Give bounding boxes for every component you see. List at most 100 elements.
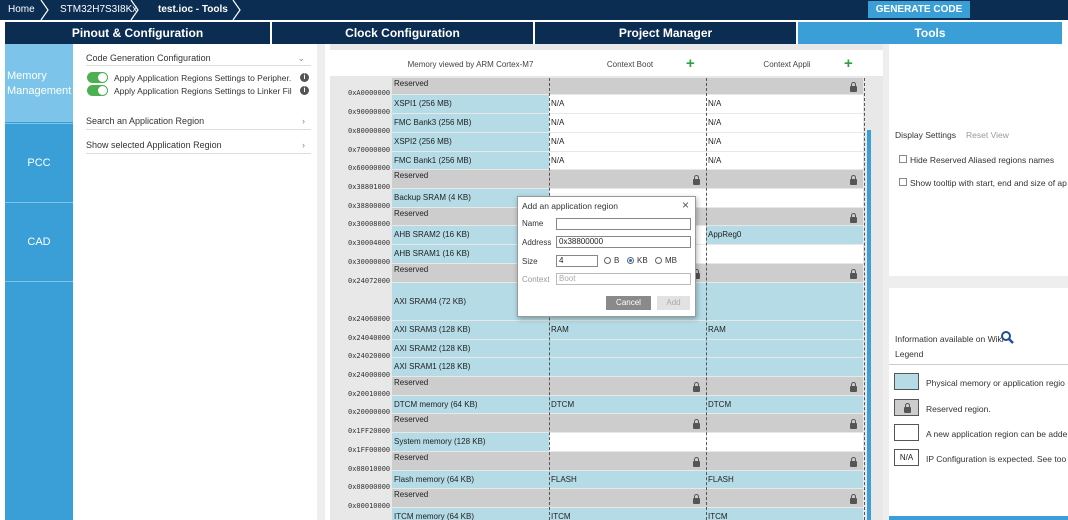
tab-clock-configuration[interactable]: Clock Configuration [272, 22, 533, 44]
sidebar-item-memory-management[interactable]: Memory Management [5, 44, 73, 122]
context-appli-cell[interactable] [706, 264, 863, 282]
context-boot-cell[interactable] [549, 170, 706, 188]
memory-region[interactable]: Reserved [392, 78, 549, 94]
memory-region[interactable]: ITCM memory (64 KB) [392, 508, 549, 520]
memory-region[interactable]: Reserved [392, 414, 549, 432]
add-context-appli-plus-icon[interactable]: + [844, 55, 853, 72]
context-boot-cell[interactable] [549, 489, 706, 507]
close-icon[interactable]: × [681, 198, 689, 212]
horizontal-splitter[interactable] [889, 276, 1068, 288]
context-boot-cell[interactable]: ITCM [549, 508, 706, 520]
search-application-region[interactable]: Search an Application Region › [86, 116, 311, 126]
memory-region[interactable]: Reserved [392, 208, 549, 225]
memory-region[interactable]: Backup SRAM (4 KB) [392, 189, 549, 207]
memory-region[interactable]: AXI SRAM3 (128 KB) [392, 321, 549, 339]
tab-project-manager[interactable]: Project Manager [535, 22, 796, 44]
context-appli-cell[interactable]: N/A [706, 133, 863, 151]
context-boot-cell[interactable] [549, 452, 706, 470]
code-generation-config-header[interactable]: Code Generation Configuration ⌄ [86, 53, 311, 63]
hide-reserved-checkbox[interactable] [899, 155, 907, 163]
unit-radio-kb[interactable] [627, 257, 634, 264]
sidebar-item-pcc[interactable]: PCC [27, 157, 51, 169]
context-boot-cell[interactable] [549, 340, 706, 357]
memory-region[interactable]: XSPI2 (256 MB) [392, 133, 549, 151]
context-appli-cell[interactable] [706, 208, 863, 225]
context-boot-cell[interactable] [549, 358, 706, 376]
size-field[interactable]: 4 [556, 255, 598, 267]
memory-region[interactable]: AXI SRAM2 (128 KB) [392, 340, 549, 357]
context-boot-cell[interactable]: N/A [549, 152, 706, 169]
memory-region[interactable]: Reserved [392, 452, 549, 470]
context-appli-cell[interactable]: AppReg0 [706, 226, 863, 244]
memory-region[interactable]: Flash memory (64 KB) [392, 471, 549, 488]
memory-region[interactable]: XSPI1 (256 MB) [392, 95, 549, 113]
memory-region[interactable]: AHB SRAM1 (16 KB) [392, 245, 549, 263]
breadcrumb-file[interactable]: test.ioc - Tools [158, 4, 228, 15]
context-appli-cell[interactable] [706, 170, 863, 188]
unit-radio-b[interactable] [604, 257, 611, 264]
add-context-boot-plus-icon[interactable]: + [686, 55, 695, 72]
memory-region[interactable]: AXI SRAM1 (128 KB) [392, 358, 549, 376]
context-boot-cell[interactable] [549, 433, 706, 451]
context-appli-cell[interactable] [706, 245, 863, 263]
context-appli-cell[interactable] [706, 433, 863, 451]
name-field[interactable] [556, 218, 691, 230]
context-appli-cell[interactable] [706, 377, 863, 395]
breadcrumb-home[interactable]: Home [8, 4, 35, 15]
context-appli-cell[interactable]: N/A [706, 95, 863, 113]
context-boot-cell[interactable]: RAM [549, 321, 706, 339]
reset-view-link[interactable]: Reset View [966, 130, 1009, 140]
show-tooltip-checkbox[interactable] [899, 178, 907, 186]
memory-region[interactable]: Reserved [392, 170, 549, 188]
memory-region[interactable]: FMC Bank3 (256 MB) [392, 114, 549, 132]
context-appli-cell[interactable] [706, 189, 863, 207]
context-boot-cell[interactable]: N/A [549, 95, 706, 113]
panel-splitter[interactable] [317, 44, 325, 520]
context-boot-cell[interactable] [549, 78, 706, 94]
context-appli-cell[interactable]: DTCM [706, 396, 863, 413]
tab-pinout-configuration[interactable]: Pinout & Configuration [5, 22, 270, 44]
show-selected-application-region[interactable]: Show selected Application Region › [86, 140, 311, 150]
context-appli-cell[interactable] [706, 283, 863, 320]
memory-region[interactable]: AHB SRAM2 (16 KB) [392, 226, 549, 244]
magnifier-icon[interactable] [1001, 331, 1014, 344]
context-boot-cell[interactable]: N/A [549, 133, 706, 151]
info-icon[interactable]: i [300, 73, 309, 82]
address-field[interactable]: 0x38800000 [556, 236, 691, 248]
context-appli-cell[interactable]: RAM [706, 321, 863, 339]
vertical-scrollbar[interactable] [867, 130, 871, 520]
memory-region[interactable]: DTCM memory (64 KB) [392, 396, 549, 413]
memory-region[interactable]: System memory (128 KB) [392, 433, 549, 451]
panel-splitter[interactable] [883, 44, 889, 520]
generate-code-button[interactable]: GENERATE CODE [868, 1, 970, 18]
memory-region[interactable]: Reserved [392, 264, 549, 282]
cancel-button[interactable]: Cancel [606, 296, 651, 310]
context-appli-cell[interactable] [706, 358, 863, 376]
toggle-apply-linker[interactable] [87, 85, 108, 96]
context-boot-cell[interactable]: DTCM [549, 396, 706, 413]
context-boot-cell[interactable]: N/A [549, 114, 706, 132]
context-appli-cell[interactable]: FLASH [706, 471, 863, 488]
context-appli-cell[interactable]: N/A [706, 152, 863, 169]
memory-region[interactable]: Reserved [392, 489, 549, 507]
tab-tools[interactable]: Tools [798, 22, 1062, 44]
context-appli-cell[interactable] [706, 340, 863, 357]
context-appli-cell[interactable]: N/A [706, 114, 863, 132]
context-appli-cell[interactable] [706, 78, 863, 94]
toggle-apply-peripheral[interactable] [87, 72, 108, 83]
context-appli-cell[interactable] [706, 414, 863, 432]
add-button[interactable]: Add [657, 296, 690, 310]
memory-region[interactable]: Reserved [392, 377, 549, 395]
memory-region[interactable]: FMC Bank1 (256 MB) [392, 152, 549, 169]
bottom-scrollbar[interactable] [889, 516, 1068, 520]
context-boot-cell[interactable] [549, 414, 706, 432]
context-boot-cell[interactable] [549, 377, 706, 395]
context-appli-cell[interactable]: ITCM [706, 508, 863, 520]
context-boot-cell[interactable]: FLASH [549, 471, 706, 488]
unit-radio-mb[interactable] [655, 257, 662, 264]
sidebar-item-cad[interactable]: CAD [27, 236, 51, 248]
breadcrumb-mcu[interactable]: STM32H7S3I8Kx [60, 4, 138, 15]
info-icon[interactable]: i [300, 86, 309, 95]
context-appli-cell[interactable] [706, 452, 863, 470]
context-appli-cell[interactable] [706, 489, 863, 507]
